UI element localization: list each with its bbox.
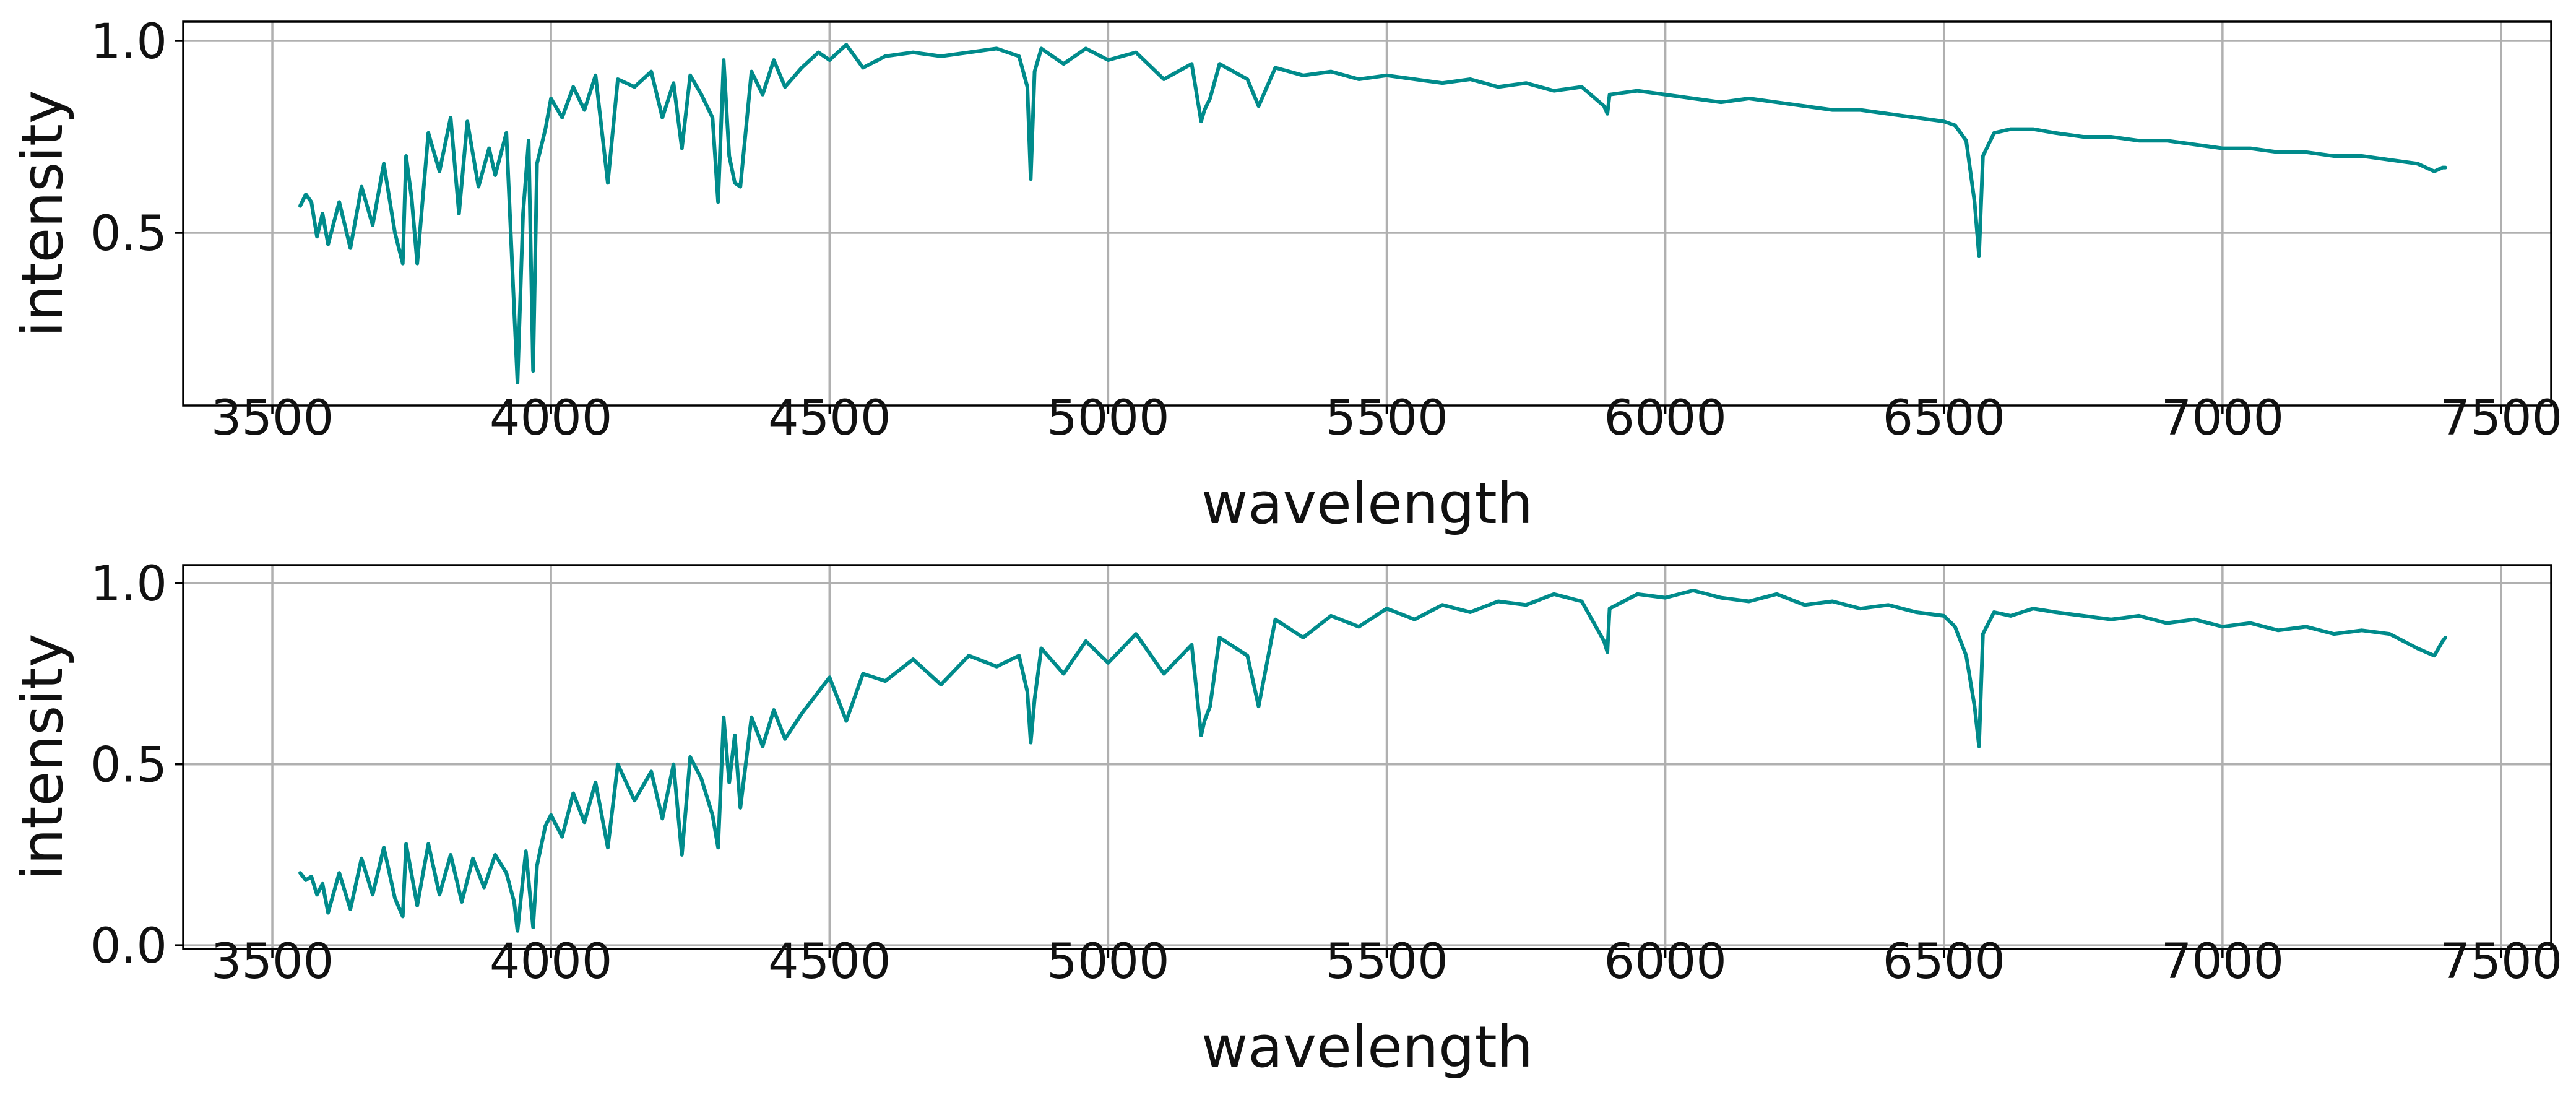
y-axis-label: intensity [9, 90, 76, 337]
x-tick-label: 7500 [2440, 934, 2563, 990]
x-tick-label: 6500 [1882, 391, 2005, 446]
x-tick-label: 7500 [2440, 391, 2563, 446]
axes-frame [182, 564, 2552, 950]
x-tick-label: 5000 [1047, 391, 1170, 446]
axes-frame [182, 20, 2552, 407]
x-tick-label: 5500 [1325, 934, 1448, 990]
x-tick-label: 5000 [1047, 934, 1170, 990]
spectrum-line [298, 588, 2447, 933]
y-tick-label: 1.0 [90, 556, 167, 612]
x-tick-label: 3500 [211, 934, 334, 990]
y-axis-label: intensity [9, 634, 76, 881]
y-tick-label: 0.5 [90, 206, 167, 262]
y-tick-label: 0.5 [90, 738, 167, 794]
x-tick-label: 4000 [490, 934, 613, 990]
spectrum-line [298, 43, 2447, 384]
x-tick-label: 7000 [2161, 934, 2284, 990]
x-axis-label: wavelength [1201, 1014, 1533, 1080]
x-tick-label: 6000 [1604, 934, 1727, 990]
top-spectrum-panel: 3500 4000 4500 5000 5500 6000 6500 7000 7500 0.5 1… [9, 14, 2562, 537]
x-tick-label: 4000 [490, 391, 613, 446]
y-tick-label: 0.0 [90, 919, 167, 974]
x-tick-label: 4500 [768, 934, 891, 990]
x-tick-label: 4500 [768, 391, 891, 446]
bottom-spectrum-panel: 3500 4000 4500 5000 5500 6000 6500 7000 7500 0.0 0… [9, 556, 2562, 1080]
x-tick-label: 6000 [1604, 391, 1727, 446]
x-tick-label: 3500 [211, 391, 334, 446]
x-axis-label: wavelength [1201, 470, 1533, 537]
x-tick-label: 7000 [2161, 391, 2284, 446]
x-tick-label: 5500 [1325, 391, 1448, 446]
x-tick-label: 6500 [1882, 934, 2005, 990]
y-tick-label: 1.0 [90, 14, 167, 70]
